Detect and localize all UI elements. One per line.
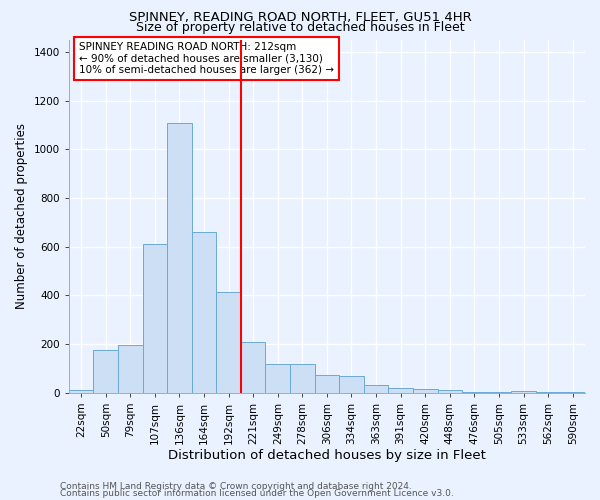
Text: SPINNEY READING ROAD NORTH: 212sqm
← 90% of detached houses are smaller (3,130)
: SPINNEY READING ROAD NORTH: 212sqm ← 90%…	[79, 42, 334, 75]
Bar	[462, 392, 487, 393]
Bar	[118, 346, 143, 393]
Bar	[69, 390, 94, 393]
Bar	[314, 374, 339, 393]
Bar	[94, 350, 118, 393]
Text: SPINNEY, READING ROAD NORTH, FLEET, GU51 4HR: SPINNEY, READING ROAD NORTH, FLEET, GU51…	[128, 11, 472, 24]
Bar	[388, 388, 413, 393]
Bar	[265, 364, 290, 393]
Bar	[167, 122, 192, 393]
Bar	[511, 391, 536, 393]
Bar	[536, 392, 560, 393]
Bar	[487, 392, 511, 393]
Bar	[143, 244, 167, 393]
Bar	[241, 342, 265, 393]
Text: Contains HM Land Registry data © Crown copyright and database right 2024.: Contains HM Land Registry data © Crown c…	[60, 482, 412, 491]
Bar	[290, 364, 314, 393]
Text: Contains public sector information licensed under the Open Government Licence v3: Contains public sector information licen…	[60, 490, 454, 498]
Bar	[437, 390, 462, 393]
Bar	[217, 292, 241, 393]
Bar	[364, 386, 388, 393]
Bar	[192, 232, 217, 393]
Bar	[339, 376, 364, 393]
Y-axis label: Number of detached properties: Number of detached properties	[15, 124, 28, 310]
Bar	[413, 389, 437, 393]
X-axis label: Distribution of detached houses by size in Fleet: Distribution of detached houses by size …	[168, 450, 486, 462]
Text: Size of property relative to detached houses in Fleet: Size of property relative to detached ho…	[136, 21, 464, 34]
